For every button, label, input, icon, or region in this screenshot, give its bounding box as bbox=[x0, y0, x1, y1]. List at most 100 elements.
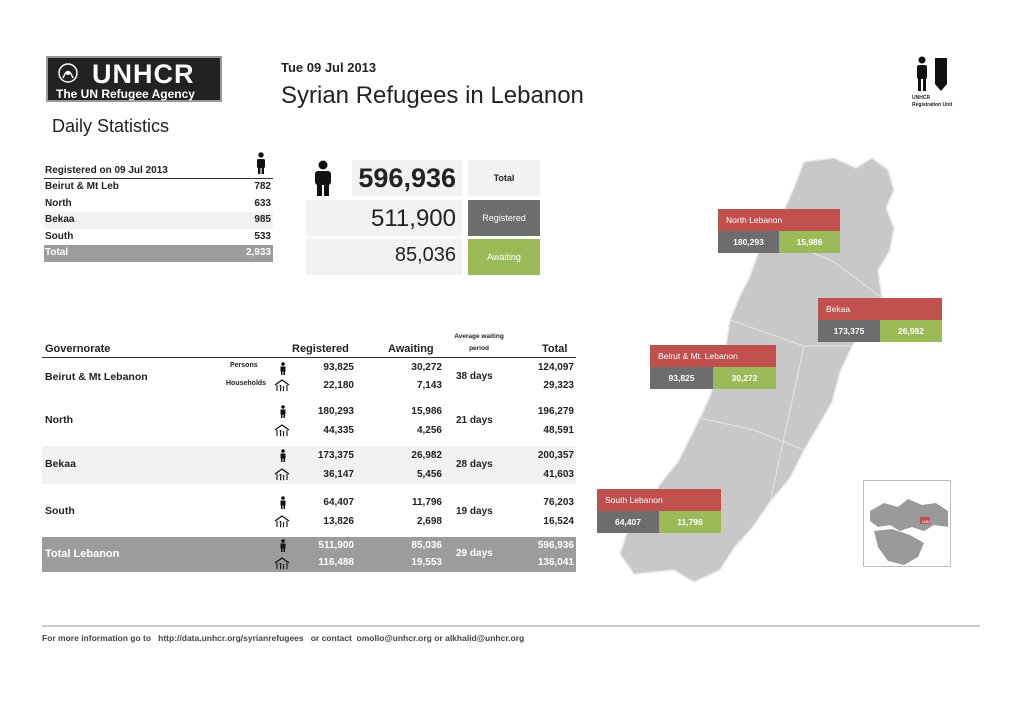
household-icon bbox=[274, 557, 290, 570]
registered-households: 13,826 bbox=[323, 516, 354, 527]
total-persons: 76,203 bbox=[543, 497, 574, 508]
callout-registered: 64,407 bbox=[597, 511, 659, 533]
col-awaiting: Awaiting bbox=[388, 343, 434, 355]
households-tag: Households bbox=[226, 380, 267, 387]
headline-total-value: 596,936 bbox=[358, 163, 456, 193]
household-icon bbox=[274, 379, 290, 392]
daily-row: Beirut & Mt Leb 782 bbox=[44, 179, 273, 196]
registered-households: 22,180 bbox=[323, 380, 354, 391]
total-persons: 200,357 bbox=[537, 450, 574, 461]
table-total-row: Total Lebanon 511,900 116,488 85,036 19,… bbox=[42, 537, 576, 572]
row-governorate: Bekaa bbox=[45, 458, 76, 470]
daily-row-name: Bekaa bbox=[45, 214, 75, 225]
unit-line-2: Registration Unit bbox=[912, 102, 953, 108]
awaiting-persons: 30,272 bbox=[411, 362, 442, 373]
daily-row-name: South bbox=[45, 230, 74, 242]
footer-text: For more information go to http://data.u… bbox=[42, 633, 525, 643]
daily-row-value: 533 bbox=[254, 230, 271, 242]
region-border bbox=[699, 417, 805, 451]
awaiting-persons: 15,986 bbox=[411, 406, 442, 417]
total-households: 16,524 bbox=[543, 516, 574, 527]
callout-name: Beirut & Mt. Lebanon bbox=[650, 345, 776, 367]
person-icon bbox=[280, 539, 286, 552]
callout-registered: 173,375 bbox=[818, 320, 880, 342]
total-awaiting-persons: 85,036 bbox=[411, 540, 442, 551]
logo-wordmark: UNHCR bbox=[92, 59, 195, 89]
col-avg-wait-1: Average waiting bbox=[454, 333, 504, 340]
daily-table-heading: Registered on 09 Jul 2013 bbox=[45, 165, 168, 176]
col-registered: Registered bbox=[292, 343, 349, 355]
registered-households: 36,147 bbox=[323, 469, 354, 480]
household-icon bbox=[274, 515, 290, 528]
callout-awaiting: 26,982 bbox=[880, 320, 942, 342]
inset-label: LBN bbox=[922, 519, 930, 524]
row-governorate: South bbox=[45, 505, 75, 517]
grand-total-households: 136,041 bbox=[537, 557, 574, 568]
registered-value-box: 511,900 bbox=[306, 200, 462, 236]
awaiting-households: 4,256 bbox=[416, 425, 442, 436]
total-persons: 124,097 bbox=[537, 362, 574, 373]
awaiting-households: 5,456 bbox=[416, 469, 442, 480]
person-icon bbox=[280, 362, 286, 375]
daily-total-row: Total 2,933 bbox=[44, 245, 273, 262]
headline-total-label: Total bbox=[468, 160, 540, 196]
row-governorate: North bbox=[45, 414, 73, 426]
registered-persons: 173,375 bbox=[317, 450, 354, 461]
header-divider bbox=[42, 357, 576, 358]
daily-table-header: Registered on 09 Jul 2013 bbox=[44, 152, 273, 179]
callout-registered: 93,825 bbox=[650, 367, 713, 389]
table-row: North 180,293 44,335 15,986 4,256 21 day… bbox=[42, 402, 576, 440]
grand-total-persons: 596,936 bbox=[537, 540, 574, 551]
headline-registered-label: Registered bbox=[468, 200, 540, 236]
person-icon bbox=[280, 449, 286, 462]
report-date: Tue 09 Jul 2013 bbox=[281, 60, 377, 75]
callout-beirut-mt-lebanon: Beirut & Mt. Lebanon 93,825 30,272 bbox=[650, 345, 776, 389]
person-icon-large bbox=[315, 160, 331, 196]
table-row: South 64,407 13,826 11,796 2,698 19 days… bbox=[42, 493, 576, 531]
table-row: Beirut & Mt Lebanon Persons Households 9… bbox=[42, 359, 576, 395]
callout-north-lebanon: North Lebanon 180,293 15,986 bbox=[718, 209, 840, 253]
daily-statistics-heading: Daily Statistics bbox=[52, 116, 170, 136]
household-icon bbox=[274, 424, 290, 437]
callout-south-lebanon: South Lebanon 64,407 11,796 bbox=[597, 489, 721, 533]
daily-row: South 533 bbox=[44, 229, 273, 246]
table-row: Bekaa 173,375 36,147 26,982 5,456 28 day… bbox=[42, 446, 576, 484]
total-households: 48,591 bbox=[543, 425, 574, 436]
registered-persons: 93,825 bbox=[323, 362, 354, 373]
daily-row-name: North bbox=[45, 197, 72, 209]
household-icon bbox=[274, 468, 290, 481]
total-avg-wait: 29 days bbox=[456, 548, 493, 559]
callout-awaiting: 11,796 bbox=[659, 511, 721, 533]
daily-row-value: 985 bbox=[254, 214, 271, 225]
callout-registered: 180,293 bbox=[718, 231, 779, 253]
headline-awaiting-value: 85,036 bbox=[394, 244, 456, 266]
headline-awaiting-label: Awaiting bbox=[468, 239, 540, 275]
col-total: Total bbox=[542, 343, 568, 355]
callout-bekaa: Bekaa 173,375 26,982 bbox=[818, 298, 942, 342]
awaiting-persons: 11,796 bbox=[411, 497, 442, 508]
daily-total-value: 2,933 bbox=[245, 247, 271, 258]
person-icon bbox=[257, 152, 265, 174]
daily-row: North 633 bbox=[44, 196, 273, 213]
unit-line-1: UNHCR bbox=[912, 95, 931, 101]
governorate-table: Governorate Registered Awaiting Average … bbox=[42, 330, 576, 575]
awaiting-persons: 26,982 bbox=[411, 450, 442, 461]
person-icon bbox=[280, 496, 286, 509]
persons-tag: Persons bbox=[230, 362, 258, 369]
registration-unit-label: UNHCR Registration Unit bbox=[912, 95, 972, 109]
total-households: 41,603 bbox=[543, 469, 574, 480]
total-governorate: Total Lebanon bbox=[45, 548, 120, 560]
total-value-box: 596,936 bbox=[352, 160, 462, 196]
awaiting-households: 7,143 bbox=[416, 380, 442, 391]
avg-wait: 28 days bbox=[456, 459, 493, 470]
avg-wait: 19 days bbox=[456, 506, 493, 517]
daily-row-value: 633 bbox=[254, 197, 271, 209]
headline-registered-value: 511,900 bbox=[371, 205, 456, 232]
daily-total-label: Total bbox=[45, 247, 69, 258]
callout-awaiting: 15,986 bbox=[779, 231, 840, 253]
total-awaiting-households: 19,553 bbox=[411, 557, 442, 568]
row-governorate: Beirut & Mt Lebanon bbox=[45, 371, 148, 383]
unhcr-emblem-icon bbox=[58, 63, 78, 83]
callout-name: Bekaa bbox=[818, 298, 942, 320]
person-pencil-icon bbox=[917, 56, 947, 91]
